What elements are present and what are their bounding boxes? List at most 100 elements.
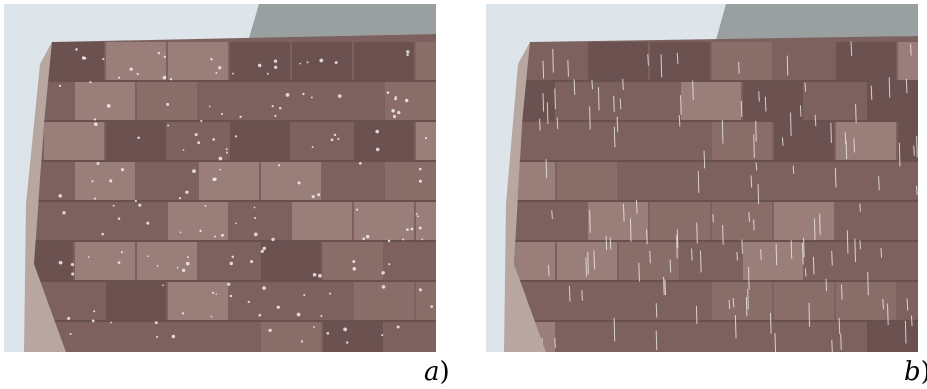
rain-drop xyxy=(260,249,264,254)
brick-tile xyxy=(619,82,679,120)
rain-drop xyxy=(406,53,409,57)
caption-b-paren: ) xyxy=(921,357,927,387)
rain-drop xyxy=(362,237,366,241)
rain-streak xyxy=(736,252,738,261)
brick-tile xyxy=(385,162,436,200)
rain-drop xyxy=(392,114,397,119)
brick-tile xyxy=(805,162,865,200)
brick-tile xyxy=(681,162,741,200)
rain-drop xyxy=(239,115,242,119)
rain-streak xyxy=(676,52,679,64)
rain-streak xyxy=(542,93,545,112)
rain-drop xyxy=(418,167,422,171)
rain-streak xyxy=(834,167,837,188)
mortar-line xyxy=(34,320,436,322)
rain-streak xyxy=(728,299,731,310)
brick-tile xyxy=(137,162,197,200)
rain-streak xyxy=(840,333,842,350)
rain-streak xyxy=(542,60,545,79)
rain-drop xyxy=(106,103,111,108)
rain-streak xyxy=(697,170,700,193)
brick-tile xyxy=(836,122,896,160)
brick-tile xyxy=(867,322,918,352)
mortar-line xyxy=(514,280,918,282)
rain-drop xyxy=(229,294,233,298)
rain-drop xyxy=(274,65,278,69)
rain-drop xyxy=(146,221,150,225)
rain-drop xyxy=(229,261,233,266)
rain-drop xyxy=(185,190,189,194)
brick-tile xyxy=(137,82,197,120)
rain-streak xyxy=(757,183,760,204)
brick-tile xyxy=(323,322,383,352)
rain-drop xyxy=(84,57,87,60)
rain-drop xyxy=(156,335,159,338)
brick-tile xyxy=(836,202,896,240)
rain-drop xyxy=(89,81,92,84)
rain-streak xyxy=(792,165,795,174)
rain-streak xyxy=(838,317,841,335)
rain-drop xyxy=(333,133,337,137)
rain-streak xyxy=(581,290,583,301)
brick-tile xyxy=(168,282,228,320)
rain-drop xyxy=(235,222,237,225)
brick-tile xyxy=(588,202,648,240)
mortar-line xyxy=(34,120,436,122)
rain-streak xyxy=(774,333,777,352)
brick-tile xyxy=(650,202,710,240)
rain-drop xyxy=(285,93,290,97)
rain-streak xyxy=(808,302,811,327)
brick-tile xyxy=(898,202,918,240)
rain-drop xyxy=(418,179,423,183)
rain-streak xyxy=(554,88,556,110)
rain-drop xyxy=(220,112,224,115)
rain-streak xyxy=(870,85,873,100)
rain-drop xyxy=(418,288,422,292)
brick-tile xyxy=(230,42,290,80)
rain-streak xyxy=(819,213,821,235)
rain-drop xyxy=(250,260,254,264)
rain-drop xyxy=(329,292,332,295)
brick-tile xyxy=(774,42,834,80)
rain-drop xyxy=(210,57,213,61)
rain-streak xyxy=(669,259,672,273)
rain-streak xyxy=(573,79,576,96)
brick-tile xyxy=(588,282,648,320)
rain-drop xyxy=(297,181,301,185)
rain-drop xyxy=(273,59,278,63)
rain-streak xyxy=(551,210,553,220)
rain-drop xyxy=(62,211,66,215)
rain-drop xyxy=(181,312,185,315)
rain-drop xyxy=(71,272,75,276)
rain-drop xyxy=(247,300,250,304)
mortar-line xyxy=(34,200,436,202)
rain-drop xyxy=(162,284,164,286)
rain-streak xyxy=(831,250,833,266)
wall-corner xyxy=(24,42,66,352)
brick-wall xyxy=(514,36,918,352)
rain-drop xyxy=(396,325,400,329)
brick-tile xyxy=(681,242,741,280)
rain-drop xyxy=(310,96,313,99)
building-top-edge xyxy=(716,4,918,40)
rain-streak xyxy=(854,238,856,263)
brick-tile xyxy=(230,122,290,160)
rain-streak xyxy=(814,114,817,127)
rain-streak xyxy=(859,203,861,212)
rain-drop xyxy=(87,256,90,258)
rain-streak xyxy=(556,117,559,130)
rain-drop xyxy=(94,122,98,127)
rain-drop xyxy=(391,109,395,113)
brick-tile xyxy=(75,242,135,280)
rain-streak xyxy=(802,243,804,265)
rain-drop xyxy=(182,149,185,151)
brick-tile xyxy=(168,122,228,160)
rain-drop xyxy=(311,195,315,199)
rain-streak xyxy=(676,235,678,259)
rain-streak xyxy=(613,126,616,148)
caption-a-paren: ) xyxy=(439,357,450,387)
rain-drop xyxy=(181,268,186,272)
brick-tile xyxy=(867,162,918,200)
rain-streak xyxy=(663,276,665,296)
rain-streak xyxy=(703,150,706,169)
